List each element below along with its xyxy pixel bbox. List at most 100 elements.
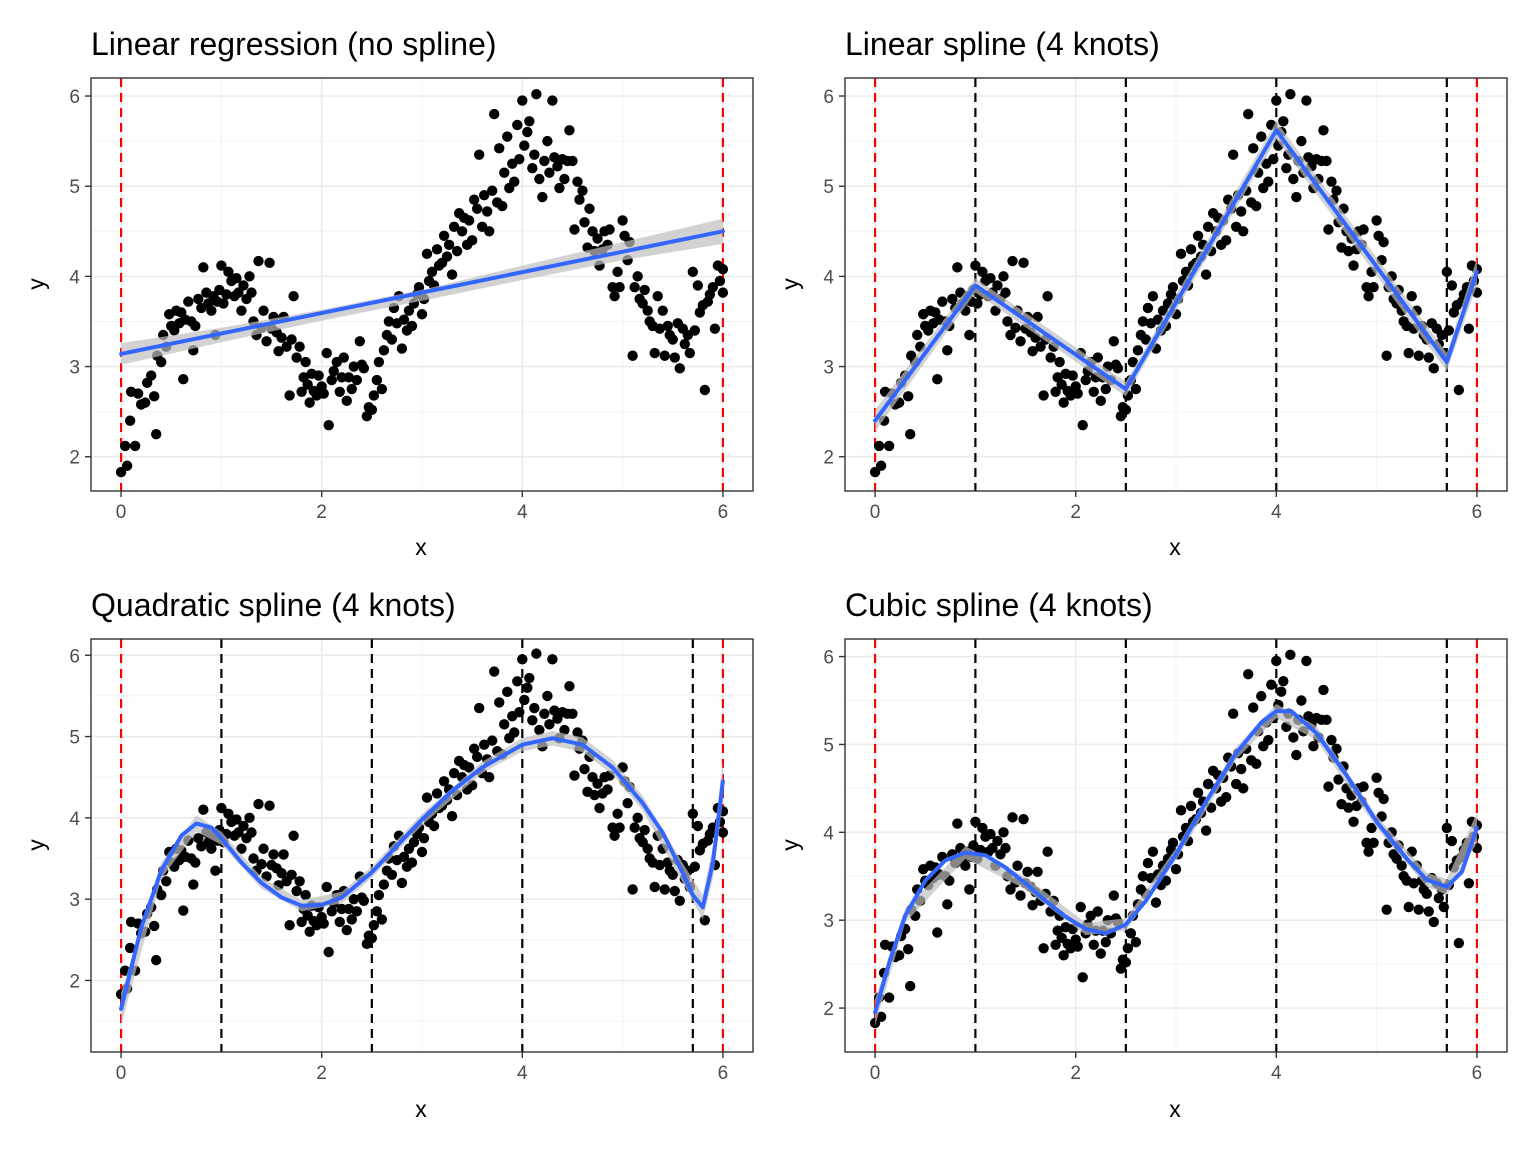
- data-point: [428, 820, 440, 832]
- data-point: [992, 835, 1003, 847]
- data-point: [1235, 763, 1247, 775]
- data-point: [1413, 904, 1424, 915]
- data-point: [1054, 356, 1065, 368]
- x-tick-label: 2: [1070, 1063, 1081, 1084]
- confidence-band: [875, 704, 1477, 1026]
- data-point: [346, 383, 357, 395]
- data-point: [502, 686, 513, 698]
- data-point: [1403, 347, 1414, 359]
- data-point: [1120, 404, 1132, 416]
- data-point: [1015, 890, 1026, 901]
- data-point: [637, 298, 648, 309]
- data-point: [592, 233, 603, 244]
- data-point: [707, 282, 719, 293]
- data-point: [463, 215, 475, 226]
- data-point: [1276, 686, 1287, 697]
- data-point: [1463, 878, 1475, 889]
- data-point: [1032, 866, 1043, 878]
- data-point: [1301, 655, 1312, 667]
- data-point: [942, 345, 953, 356]
- data-point: [406, 857, 418, 868]
- data-point: [509, 176, 520, 187]
- data-point: [952, 818, 963, 829]
- data-point: [1095, 395, 1106, 407]
- data-point: [602, 784, 613, 795]
- data-point: [669, 352, 680, 363]
- data-point: [354, 336, 366, 347]
- data-point: [358, 363, 370, 374]
- data-point: [1227, 708, 1239, 719]
- data-point: [1147, 846, 1159, 857]
- x-axis-label: x: [415, 534, 427, 560]
- data-point: [1368, 837, 1379, 849]
- data-point: [1268, 153, 1279, 165]
- data-point: [294, 341, 305, 352]
- data-point: [1308, 741, 1319, 752]
- data-point: [300, 889, 311, 901]
- y-tick-label: 4: [823, 267, 834, 288]
- data-point: [296, 386, 307, 398]
- data-point: [509, 727, 520, 738]
- y-axis-label: y: [23, 278, 49, 290]
- data-point: [942, 899, 953, 910]
- fit-line: [119, 736, 725, 1011]
- data-point: [522, 126, 533, 138]
- data-point: [1042, 291, 1053, 302]
- data-point: [398, 314, 410, 325]
- data-point: [1368, 282, 1379, 293]
- data-point: [248, 853, 259, 864]
- x-tick-label: 0: [870, 1063, 881, 1084]
- data-point: [589, 789, 600, 801]
- data-point: [1088, 939, 1099, 950]
- data-point: [1428, 363, 1439, 374]
- data-point: [564, 680, 575, 692]
- data-point: [659, 884, 670, 895]
- data-point: [1326, 734, 1337, 746]
- data-point: [223, 808, 234, 819]
- data-point: [1331, 185, 1342, 196]
- data-point: [1027, 900, 1038, 911]
- data-point: [937, 296, 948, 307]
- data-point: [572, 176, 583, 187]
- data-point: [1012, 860, 1023, 871]
- data-point: [652, 291, 663, 302]
- data-point: [1080, 374, 1091, 386]
- data-point: [264, 257, 275, 269]
- data-point: [1256, 131, 1267, 142]
- data-point: [1318, 684, 1329, 696]
- data-point: [473, 149, 485, 160]
- data-point: [567, 708, 578, 719]
- plot-content: [91, 78, 753, 491]
- x-axis-label: x: [1169, 534, 1181, 560]
- y-tick-label: 6: [69, 646, 80, 667]
- data-point: [291, 885, 302, 897]
- data-point: [343, 372, 354, 383]
- y-tick-label: 3: [823, 911, 834, 932]
- data-point: [323, 946, 334, 958]
- data-point: [1192, 787, 1204, 798]
- data-point: [1045, 352, 1056, 363]
- data-point: [416, 309, 428, 320]
- data-point: [604, 224, 615, 235]
- data-point: [654, 859, 665, 871]
- data-point: [497, 200, 508, 212]
- data-point: [1423, 352, 1434, 363]
- data-point: [119, 440, 131, 452]
- data-point: [674, 895, 685, 906]
- data-point: [294, 876, 305, 887]
- data-point: [383, 316, 395, 327]
- data-point: [494, 143, 505, 154]
- data-point: [190, 857, 201, 868]
- y-tick-label: 3: [823, 358, 834, 379]
- data-point: [527, 162, 538, 174]
- data-point: [904, 428, 916, 440]
- data-point: [1220, 791, 1232, 803]
- data-point: [1142, 302, 1154, 314]
- x-tick-label: 2: [1070, 502, 1081, 523]
- data-point: [547, 95, 558, 106]
- data-point: [1406, 291, 1417, 302]
- data-point: [684, 347, 696, 359]
- data-point: [923, 325, 934, 336]
- data-point: [519, 694, 530, 706]
- data-point: [1112, 363, 1124, 374]
